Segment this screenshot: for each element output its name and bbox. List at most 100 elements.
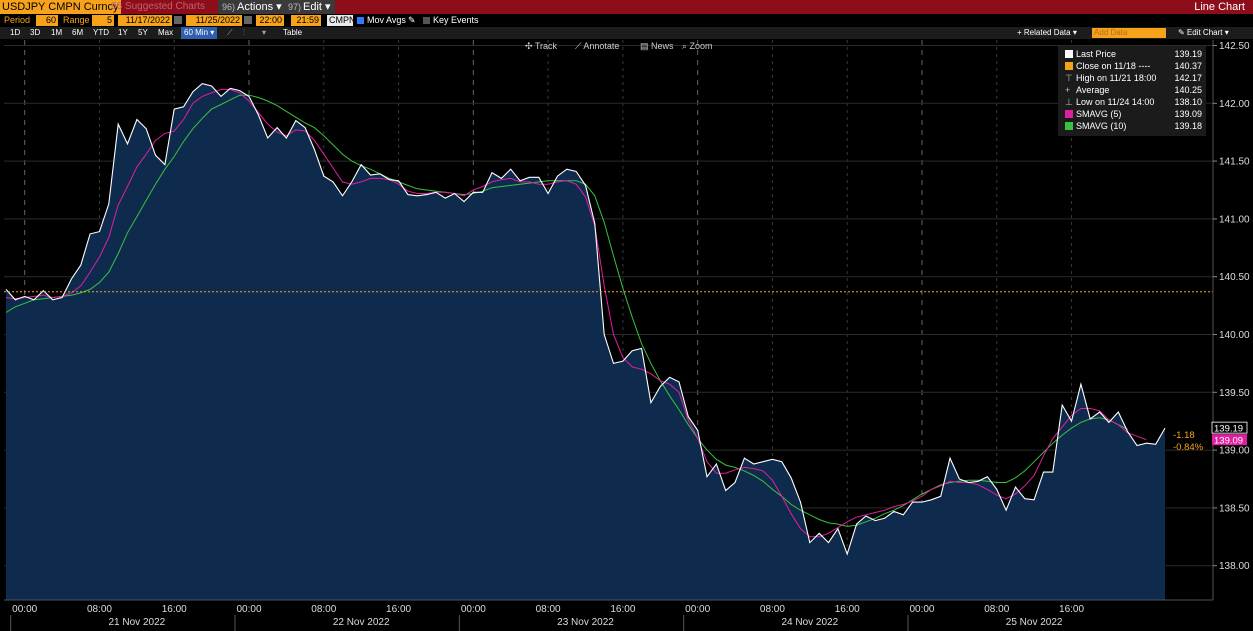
- news-tool[interactable]: ▤ News: [640, 41, 674, 51]
- range-field[interactable]: 5: [92, 15, 114, 26]
- x-tick-label: 00:00: [237, 604, 262, 615]
- day-label: 24 Nov 2022: [781, 617, 838, 628]
- controls-row: Period 60 Range 5 11/17/2022 11/25/2022 …: [0, 14, 1253, 27]
- edit-label: Edit ▾: [303, 1, 331, 13]
- ticker-field[interactable]: USDJPY CMPN Curncy: [0, 0, 121, 14]
- actions-number: 96): [222, 2, 236, 12]
- source-field[interactable]: CMPN: [327, 15, 356, 26]
- range-label: Range: [63, 15, 90, 25]
- x-tick-label: 16:00: [386, 604, 411, 615]
- add-data-field[interactable]: Add Data: [1092, 28, 1166, 38]
- sma5-tag: [1212, 434, 1247, 446]
- change-label: -1.18: [1173, 430, 1195, 441]
- edit-menu[interactable]: 97) Edit ▾: [284, 0, 335, 14]
- range-button-3d[interactable]: 3D: [30, 28, 41, 37]
- actions-label: Actions ▾: [237, 1, 282, 13]
- chart-type-title: Line Chart: [1194, 1, 1245, 13]
- y-tick-label: 142.00: [1219, 99, 1250, 110]
- legend-item[interactable]: SMAVG (5) 139.09: [1058, 108, 1206, 120]
- period-field[interactable]: 60: [36, 15, 58, 26]
- x-tick-label: 00:00: [461, 604, 486, 615]
- key-events-checkbox[interactable]: [423, 17, 430, 24]
- mov-avgs-checkbox[interactable]: [357, 17, 364, 24]
- legend-item[interactable]: ⊥ Low on 11/24 14:00 138.10: [1058, 96, 1206, 108]
- y-tick-label: 141.00: [1219, 214, 1250, 225]
- related-data-button[interactable]: + Related Data ▾: [1017, 28, 1077, 37]
- legend-value: 140.37: [1174, 61, 1202, 71]
- top-bar: USDJPY CMPN Curncy 96 Suggested Charts 9…: [0, 0, 1253, 14]
- range-row: 1D 3D 1M 6M YTD 1Y 5Y Max 60 Min ▾ ⟋ ⫶ ▾…: [0, 27, 1253, 39]
- y-tick-label: 139.00: [1219, 446, 1250, 457]
- edit-chart-button[interactable]: ✎ Edit Chart ▾: [1178, 28, 1229, 37]
- day-label: 23 Nov 2022: [557, 617, 614, 628]
- x-tick-label: 08:00: [760, 604, 785, 615]
- legend-item[interactable]: SMAVG (10) 139.18: [1058, 120, 1206, 132]
- start-time-field[interactable]: 22:00: [256, 15, 284, 26]
- y-axis-background: [1213, 40, 1253, 600]
- axes: 138.00 138.50 139.00 139.50 140.00 140.50 141.…: [0, 40, 1253, 631]
- legend-swatch: [1065, 110, 1073, 118]
- low-marker-icon: ⊥: [1065, 97, 1073, 107]
- annotate-label: Annotate: [583, 41, 620, 51]
- legend-value: 140.25: [1174, 85, 1202, 95]
- y-tick-label: 141.50: [1219, 157, 1250, 168]
- legend-name: Close on 11/18 ----: [1076, 61, 1151, 71]
- legend-swatch: [1065, 122, 1073, 130]
- range-button-6m[interactable]: 6M: [72, 28, 84, 37]
- start-date-field[interactable]: 11/17/2022: [118, 15, 172, 26]
- table-button[interactable]: Table: [283, 28, 303, 37]
- annotate-tool[interactable]: ⟋ Annotate: [575, 41, 620, 51]
- pencil-icon[interactable]: ✎: [408, 15, 416, 25]
- range-button-1y[interactable]: 1Y: [118, 28, 128, 37]
- y-tick-label: 140.00: [1219, 330, 1250, 341]
- day-label: 22 Nov 2022: [333, 617, 390, 628]
- end-time-field[interactable]: 21:59: [291, 15, 321, 26]
- interval-dropdown[interactable]: 60 Min ▾: [181, 27, 218, 39]
- y-tick-label: 142.50: [1219, 41, 1250, 52]
- track-tool[interactable]: ✣ Track: [525, 41, 558, 51]
- end-date-field[interactable]: 11/25/2022: [186, 15, 242, 26]
- range-button-1m[interactable]: 1M: [51, 28, 63, 37]
- legend-name: SMAVG (5): [1076, 109, 1122, 119]
- legend-item[interactable]: ⊤ High on 11/21 18:00 142.17: [1058, 72, 1206, 84]
- price-area: [6, 83, 1165, 601]
- legend-value: 139.19: [1174, 49, 1202, 59]
- suggested-charts-button[interactable]: 96 Suggested Charts: [111, 1, 205, 12]
- news-label: News: [651, 41, 674, 51]
- legend-swatch: [1065, 62, 1073, 70]
- bar-chart-icon[interactable]: ⫶: [243, 28, 245, 37]
- legend-name: High on 11/21 18:00: [1076, 73, 1157, 83]
- y-tick-label: 140.50: [1219, 272, 1250, 283]
- key-events-label: Key Events: [433, 15, 479, 25]
- legend-item[interactable]: Last Price 139.19: [1058, 48, 1206, 60]
- legend-name: SMAVG (10): [1076, 121, 1127, 131]
- series-lines: [5, 82, 1166, 556]
- edit-number: 97): [288, 2, 302, 12]
- legend-item[interactable]: Close on 11/18 ---- 140.37: [1058, 60, 1206, 72]
- x-tick-label: 16:00: [1059, 604, 1084, 615]
- calendar-icon[interactable]: [174, 16, 182, 24]
- range-button-1d[interactable]: 1D: [10, 28, 21, 37]
- y-tick-label: 139.50: [1219, 388, 1250, 399]
- legend-name: Low on 11/24 14:00: [1076, 97, 1155, 107]
- range-button-ytd[interactable]: YTD: [93, 28, 109, 37]
- day-label: 25 Nov 2022: [1006, 617, 1063, 628]
- line-chart-icon[interactable]: ⟋: [227, 28, 233, 37]
- day-label: 21 Nov 2022: [108, 617, 165, 628]
- x-tick-label: 16:00: [162, 604, 187, 615]
- range-button-5y[interactable]: 5Y: [138, 28, 148, 37]
- actions-menu[interactable]: 96) Actions ▾: [218, 0, 286, 14]
- zoom-tool[interactable]: ⌕ Zoom: [682, 41, 713, 51]
- change-pct-label: -0.84%: [1173, 442, 1204, 453]
- legend-value: 138.10: [1174, 97, 1202, 107]
- range-button-max[interactable]: Max: [158, 28, 174, 37]
- x-tick-label: 08:00: [984, 604, 1009, 615]
- sma5-tag-label: 139.09: [1214, 436, 1243, 447]
- x-axis-background: [0, 600, 1253, 631]
- x-tick-label: 00:00: [685, 604, 710, 615]
- calendar-icon[interactable]: [244, 16, 252, 24]
- more-icon[interactable]: ▾: [262, 28, 267, 37]
- legend-item[interactable]: + Average 140.25: [1058, 84, 1206, 96]
- average-marker-icon: +: [1065, 85, 1071, 95]
